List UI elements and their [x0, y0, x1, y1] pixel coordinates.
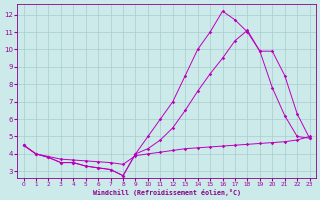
X-axis label: Windchill (Refroidissement éolien,°C): Windchill (Refroidissement éolien,°C) [92, 189, 241, 196]
